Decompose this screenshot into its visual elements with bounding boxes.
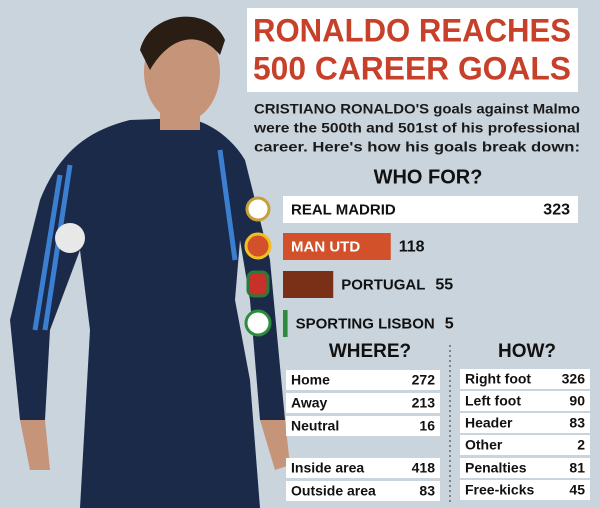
table-row xyxy=(286,458,440,478)
row-label: Left foot xyxy=(465,393,521,409)
bar-label: MAN UTD xyxy=(291,238,360,255)
row-label: Neutral xyxy=(291,418,339,434)
title-box xyxy=(247,8,578,92)
row-label: Away xyxy=(291,395,328,411)
row-label: Outside area xyxy=(291,483,376,499)
bar-value: 55 xyxy=(435,277,453,294)
bar-label: PORTUGAL xyxy=(341,276,425,293)
table-row xyxy=(460,413,590,433)
row-value: 45 xyxy=(569,482,585,498)
table-row xyxy=(286,370,440,390)
section-title: WHERE? xyxy=(329,341,411,362)
section-title: HOW? xyxy=(498,341,556,362)
row-value: 83 xyxy=(419,483,435,499)
row-label: Penalties xyxy=(465,460,527,476)
bar xyxy=(283,271,334,298)
bar xyxy=(283,233,391,260)
crests xyxy=(244,196,272,337)
row-label: Free-kicks xyxy=(465,482,534,498)
table-row xyxy=(460,435,590,455)
intro-line: were the 500th and 501st of his professi… xyxy=(253,120,580,136)
player-figure xyxy=(10,16,290,508)
row-value: 2 xyxy=(577,437,585,453)
row-label: Other xyxy=(465,437,503,453)
row-value: 83 xyxy=(569,415,585,431)
row-value: 16 xyxy=(419,418,435,434)
bar xyxy=(283,310,288,337)
row-value: 81 xyxy=(569,460,585,476)
title-line: RONALDO REACHES xyxy=(253,12,571,48)
row-label: Right foot xyxy=(465,371,531,387)
table-row xyxy=(460,369,590,389)
bar-value: 323 xyxy=(543,202,570,219)
row-label: Header xyxy=(465,415,513,431)
row-value: 90 xyxy=(569,393,585,409)
bar-value: 118 xyxy=(399,239,425,256)
table-row xyxy=(286,481,440,501)
bar-label: REAL MADRID xyxy=(291,201,396,218)
row-value: 213 xyxy=(412,395,436,411)
bar-value: 5 xyxy=(445,316,454,333)
title-line: 500 CAREER GOALS xyxy=(253,50,571,86)
bar xyxy=(283,196,578,223)
table-row xyxy=(460,458,590,478)
row-label: Home xyxy=(291,372,330,388)
table-row xyxy=(460,480,590,500)
bar-label: SPORTING LISBON xyxy=(296,315,435,332)
row-value: 418 xyxy=(412,460,436,476)
intro-line: CRISTIANO RONALDO'S goals against Malmo xyxy=(254,101,580,117)
section-title: WHO FOR? xyxy=(374,166,483,188)
table-row xyxy=(286,393,440,413)
row-value: 272 xyxy=(412,372,436,388)
intro-line: career. Here's how his goals break down: xyxy=(254,139,580,155)
table-row xyxy=(286,416,440,436)
row-value: 326 xyxy=(562,371,586,387)
table-row xyxy=(460,391,590,411)
row-label: Inside area xyxy=(291,460,364,476)
